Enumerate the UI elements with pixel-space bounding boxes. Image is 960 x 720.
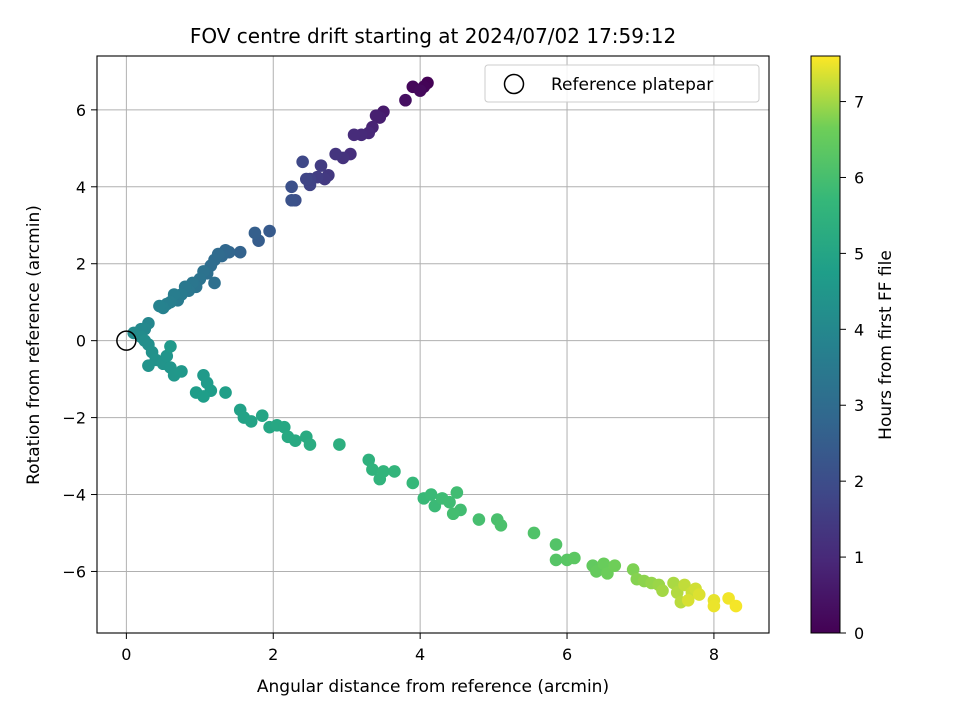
colorbar-label: Hours from first FF file xyxy=(876,250,896,440)
data-point xyxy=(656,584,669,597)
colorbar-tick-label: 5 xyxy=(854,244,864,263)
data-point xyxy=(597,557,611,571)
y-tick-label: 0 xyxy=(76,332,86,351)
data-point xyxy=(197,390,210,403)
data-point xyxy=(233,245,247,259)
data-point xyxy=(208,276,221,290)
data-point xyxy=(472,513,486,526)
data-point xyxy=(329,147,342,161)
data-point xyxy=(626,563,640,576)
colorbar-tick-label: 6 xyxy=(854,168,864,187)
y-tick-label: 2 xyxy=(76,255,86,274)
data-point xyxy=(277,420,291,434)
legend-box xyxy=(484,64,760,103)
grid-lines xyxy=(97,56,769,633)
data-point xyxy=(160,349,174,363)
plot-area xyxy=(97,56,769,633)
data-point xyxy=(399,93,412,107)
colorbar-tick-label: 7 xyxy=(854,93,864,112)
y-tick-label: −4 xyxy=(62,486,86,505)
colorbar-ticks: 0 1 2 3 4 5 6 7 xyxy=(840,93,864,643)
data-point xyxy=(164,340,177,353)
y-axis-ticks: −6 −4 −2 0 2 4 6 xyxy=(62,101,97,581)
plot-frame xyxy=(96,55,770,634)
data-point xyxy=(366,463,379,476)
data-point xyxy=(494,518,508,532)
data-point xyxy=(446,507,460,521)
legend: Reference platepar xyxy=(484,64,760,103)
data-point xyxy=(369,109,383,122)
y-tick-label: −6 xyxy=(62,562,86,581)
y-axis-label: Rotation from reference (arcmin) xyxy=(24,205,44,485)
data-point xyxy=(608,559,622,572)
chart-title: FOV centre drift starting at 2024/07/02 … xyxy=(190,24,676,48)
data-point xyxy=(443,495,456,509)
data-point xyxy=(263,224,276,238)
data-point xyxy=(549,553,563,567)
colorbar xyxy=(810,55,841,634)
data-point xyxy=(142,359,155,372)
data-point xyxy=(248,226,262,240)
x-tick-label: 2 xyxy=(268,645,278,664)
data-point xyxy=(255,409,269,422)
data-point xyxy=(406,476,420,490)
data-point xyxy=(424,488,438,501)
data-point xyxy=(413,84,427,97)
data-point xyxy=(314,159,328,172)
data-point xyxy=(362,453,376,467)
data-point xyxy=(175,365,188,378)
data-point xyxy=(296,155,309,169)
reference-marker xyxy=(116,330,137,351)
data-points xyxy=(127,76,743,613)
data-point xyxy=(285,193,298,207)
colorbar-tick-label: 4 xyxy=(854,320,864,339)
data-point xyxy=(549,538,563,551)
data-point xyxy=(729,599,743,613)
data-point xyxy=(300,172,313,186)
x-tick-label: 4 xyxy=(415,645,425,664)
data-point xyxy=(285,180,298,194)
y-tick-label: 4 xyxy=(76,178,86,197)
colorbar-tick-label: 1 xyxy=(854,548,864,567)
data-point xyxy=(347,128,361,142)
x-axis-ticks: 0 2 4 6 8 xyxy=(121,633,719,664)
x-tick-label: 0 xyxy=(121,645,131,664)
data-point xyxy=(219,386,232,399)
data-point xyxy=(377,465,390,478)
legend-entry: Reference platepar xyxy=(551,75,713,95)
x-axis-label: Angular distance from reference (arcmin) xyxy=(257,677,609,697)
data-point xyxy=(303,438,317,451)
data-point xyxy=(450,486,464,499)
legend-marker-icon xyxy=(503,73,525,95)
data-point xyxy=(568,551,581,565)
data-point xyxy=(153,299,166,313)
colorbar-tick-label: 2 xyxy=(854,472,864,491)
y-tick-label: −2 xyxy=(62,409,86,428)
x-tick-label: 6 xyxy=(562,645,572,664)
colorbar-tick-label: 0 xyxy=(854,624,864,643)
x-tick-label: 8 xyxy=(709,645,719,664)
y-tick-label: 6 xyxy=(76,101,86,120)
data-point xyxy=(388,465,401,478)
data-point xyxy=(667,576,680,590)
colorbar-tick-label: 3 xyxy=(854,396,864,415)
data-point xyxy=(244,415,258,428)
data-point xyxy=(692,588,706,601)
data-point xyxy=(707,599,721,613)
data-point xyxy=(288,434,302,447)
data-point xyxy=(681,594,695,607)
data-point xyxy=(527,526,541,540)
data-point xyxy=(333,438,346,451)
